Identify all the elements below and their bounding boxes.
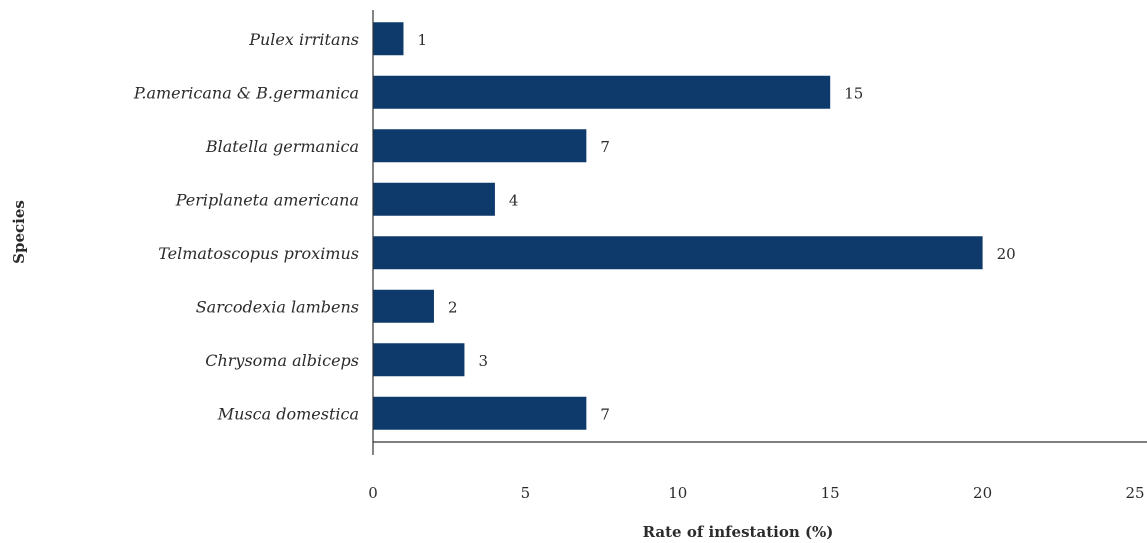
x-tick-label-20: 20 [973,484,992,502]
category-label-periplaneta-americana: Periplaneta americana [175,190,359,209]
bar-periplaneta-americana [373,182,495,216]
data-label-blatella-germanica: 7 [600,138,610,156]
data-labels: 1 15 7 4 20 2 3 7 [417,31,1015,424]
bar-pulex-irritans [373,22,404,56]
x-tick-label-15: 15 [821,484,840,502]
bar-p-americana-b-germanica [373,75,831,109]
x-tick-labels: 0 5 10 15 20 25 [368,484,1144,502]
category-label-blatella-germanica: Blatella germanica [205,137,359,156]
x-tick-label-10: 10 [668,484,687,502]
data-label-periplaneta-americana: 4 [509,191,519,209]
bar-musca-domestica [373,396,587,430]
category-label-telmatoscopus-proximus: Telmatoscopus proximus [158,244,359,263]
category-label-sarcodexia-lambens: Sarcodexia lambens [196,297,359,316]
category-label-pulex-irritans: Pulex irritans [248,30,359,49]
data-label-sarcodexia-lambens: 2 [448,298,458,316]
data-label-musca-domestica: 7 [600,405,610,423]
bar-blatella-germanica [373,129,587,163]
category-label-p-americana-b-germanica: P.americana & B.germanica [133,83,359,102]
category-labels: Pulex irritans P.americana & B.germanica B… [133,30,359,424]
bar-sarcodexia-lambens [373,289,434,323]
data-label-telmatoscopus-proximus: 20 [997,245,1016,263]
x-tick-label-0: 0 [368,484,378,502]
x-axis-title: Rate of infestation (%) [643,523,834,541]
y-axis-title: Species [10,200,28,264]
data-label-p-americana-b-germanica: 15 [844,84,863,102]
bar-telmatoscopus-proximus [373,236,983,270]
data-label-chrysoma-albiceps: 3 [478,352,488,370]
data-label-pulex-irritans: 1 [417,31,427,49]
x-tick-label-5: 5 [521,484,531,502]
category-label-chrysoma-albiceps: Chrysoma albiceps [205,351,359,370]
bar-chrysoma-albiceps [373,343,465,377]
bars-group [373,22,983,430]
x-tick-label-25: 25 [1125,484,1144,502]
category-label-musca-domestica: Musca domestica [217,404,359,423]
